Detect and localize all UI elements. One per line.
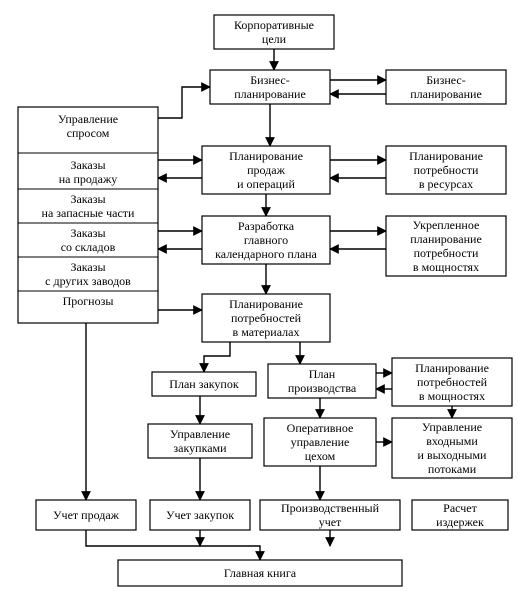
node-mrp: Планированиепотребностейв материалах xyxy=(202,294,330,342)
node-mps-line-1: главного xyxy=(244,233,288,247)
edge-sidebar-biz_plan_c xyxy=(158,87,210,118)
node-shop_ctrl-line-2: цехом xyxy=(305,449,336,463)
node-biz_plan_c-line-0: Бизнес- xyxy=(250,73,289,87)
node-crp-line-1: потребностей xyxy=(417,375,488,389)
node-purch_plan-line-0: План закупок xyxy=(169,377,239,391)
edge-mrp-purch_plan xyxy=(204,342,230,372)
node-crp-line-0: Планирование xyxy=(415,361,489,375)
node-corp_goals-line-0: Корпоративные xyxy=(234,18,314,32)
node-gl: Главная книга xyxy=(118,560,402,586)
node-biz_plan_c: Бизнес-планирование xyxy=(210,70,330,104)
sidebar-item-2-line-1: со складов xyxy=(61,240,116,254)
node-sop-line-1: продаж xyxy=(247,163,286,177)
node-sop: Планированиепродажи операций xyxy=(202,146,330,194)
node-rccp-line-2: потребности xyxy=(414,246,479,260)
node-biz_plan_r-line-1: планирование xyxy=(410,87,482,101)
node-mps-line-0: Разработка xyxy=(238,219,295,233)
node-res_need-line-0: Планирование xyxy=(409,149,483,163)
sidebar-item-4-line-0: Прогнозы xyxy=(63,294,114,308)
node-io_ctrl-line-3: потоками xyxy=(428,462,477,476)
node-sop-line-0: Планирование xyxy=(229,149,303,163)
node-corp_goals: Корпоративныецели xyxy=(214,15,334,49)
node-io_ctrl-line-1: входными xyxy=(426,434,478,448)
node-rccp-line-0: Укрепленное xyxy=(413,218,480,232)
sidebar-item-3-line-1: с других заводов xyxy=(45,274,131,288)
node-sales_acct-line-0: Учет продаж xyxy=(53,508,120,522)
node-prod_acct-line-0: Производственный xyxy=(281,501,380,515)
node-mrp-line-2: в материалах xyxy=(233,325,300,339)
node-biz_plan_c-line-1: планирование xyxy=(234,87,306,101)
edge-sop-res_need xyxy=(330,160,386,178)
sidebar-item-1-line-0: Заказы xyxy=(70,192,105,206)
sidebar-title-line-1: спросом xyxy=(67,126,110,140)
edge-sidebar-sop xyxy=(158,160,202,178)
node-mps-line-2: календарного плана xyxy=(215,247,317,261)
node-purch_mgmt: Управлениезакупками xyxy=(148,424,252,458)
edge-biz_plan_c-biz_plan_r xyxy=(330,80,386,94)
node-mps: Разработкаглавногокалендарного плана xyxy=(202,216,330,264)
node-shop_ctrl: Оперативноеуправлениецехом xyxy=(264,418,376,466)
node-purch_plan: План закупок xyxy=(152,372,256,396)
sidebar-item-1-line-1: на запасные части xyxy=(42,206,135,220)
node-io_ctrl-line-2: и выходными xyxy=(418,448,488,462)
node-shop_ctrl-line-1: управление xyxy=(291,435,350,449)
node-crp-line-2: в мощностях xyxy=(419,389,485,403)
node-shop_ctrl-line-0: Оперативное xyxy=(287,421,354,435)
edge-sidebar-mps xyxy=(158,231,202,249)
node-io_ctrl-line-0: Управление xyxy=(422,420,482,434)
node-cost_calc-line-0: Расчет xyxy=(443,501,477,515)
node-mrp-line-0: Планирование xyxy=(229,297,303,311)
node-cost_calc: Расчетиздержек xyxy=(412,500,508,530)
node-io_ctrl: Управлениевходнымии выходнымипотоками xyxy=(392,418,512,478)
node-corp_goals-line-1: цели xyxy=(262,32,287,46)
node-prod_plan-line-0: План xyxy=(309,367,336,381)
node-prod_acct: Производственныйучет xyxy=(260,500,400,530)
node-purch_mgmt-line-1: закупками xyxy=(173,441,227,455)
node-purch_mgmt-line-0: Управление xyxy=(170,427,230,441)
node-biz_plan_r: Бизнес-планирование xyxy=(386,70,506,104)
node-rccp-line-1: планирование xyxy=(410,232,482,246)
edge-mps-rccp xyxy=(330,231,386,249)
edge-prod_plan-crp xyxy=(376,373,392,389)
node-res_need-line-2: в ресурсах xyxy=(419,177,473,191)
sidebar-item-0-line-0: Заказы xyxy=(70,158,105,172)
node-prod_plan: Планпроизводства xyxy=(268,364,376,398)
node-prod_acct-line-1: учет xyxy=(319,515,342,529)
edge-sales_acct-gl xyxy=(86,530,260,560)
node-mrp-line-1: потребностей xyxy=(231,311,302,325)
node-res_need-line-1: потребности xyxy=(414,163,479,177)
sidebar-item-3-line-0: Заказы xyxy=(70,260,105,274)
node-rccp: Укрепленноепланированиепотребностив мощн… xyxy=(386,216,506,276)
node-cost_calc-line-1: издержек xyxy=(436,515,484,529)
node-purch_acct: Учет закупок xyxy=(150,500,250,530)
node-biz_plan_r-line-0: Бизнес- xyxy=(426,73,465,87)
node-sales_acct: Учет продаж xyxy=(36,500,136,530)
flowchart-canvas: КорпоративныецелиБизнес-планированиеБизн… xyxy=(0,0,529,612)
node-gl-line-0: Главная книга xyxy=(224,566,297,580)
node-res_need: Планированиепотребностив ресурсах xyxy=(386,146,506,194)
node-prod_plan-line-1: производства xyxy=(288,381,357,395)
sidebar-demand-mgmt: УправлениеспросомЗаказына продажуЗаказын… xyxy=(18,107,158,323)
node-crp: Планированиепотребностейв мощностях xyxy=(392,358,512,406)
node-rccp-line-3: в мощностях xyxy=(413,260,479,274)
sidebar-title-line-0: Управление xyxy=(58,112,118,126)
sidebar-item-0-line-1: на продажу xyxy=(59,172,118,186)
sidebar-item-2-line-0: Заказы xyxy=(70,226,105,240)
node-purch_acct-line-0: Учет закупок xyxy=(166,508,234,522)
node-sop-line-2: и операций xyxy=(237,177,295,191)
